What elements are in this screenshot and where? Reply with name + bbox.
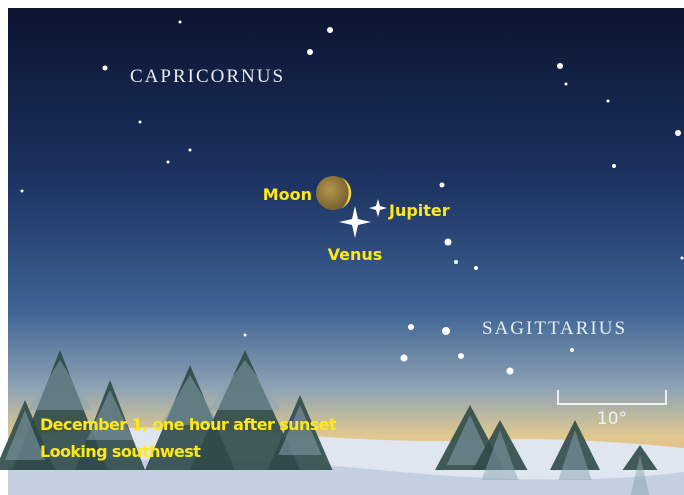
star: [570, 348, 574, 352]
constellation-label: CAPRICORNUS: [130, 66, 285, 87]
venus-label: Venus: [328, 245, 383, 264]
jupiter-label: Jupiter: [388, 201, 450, 220]
star: [21, 190, 24, 193]
star: [408, 324, 414, 330]
star: [454, 260, 458, 264]
star: [189, 149, 192, 152]
scale-label: 10°: [597, 409, 627, 429]
star: [557, 63, 563, 69]
star: [167, 161, 170, 164]
star: [507, 368, 514, 375]
star: [565, 83, 568, 86]
star: [612, 164, 616, 168]
star: [607, 100, 610, 103]
star: [401, 355, 408, 362]
constellation-label: SAGITTARIUS: [482, 318, 627, 339]
star: [244, 334, 247, 337]
sky-illustration: CAPRICORNUS SAGITTARIUS Moon Venus Jupit…: [0, 0, 684, 495]
star: [675, 130, 681, 136]
star: [103, 66, 108, 71]
caption: Looking southwest: [40, 442, 201, 461]
star: [307, 49, 313, 55]
star: [179, 21, 182, 24]
moon-label: Moon: [263, 185, 312, 204]
star: [458, 353, 464, 359]
star: [327, 27, 333, 33]
star: [440, 183, 445, 188]
star: [442, 327, 450, 335]
star: [681, 257, 684, 260]
caption: December 1, one hour after sunset: [40, 415, 337, 434]
star: [445, 239, 452, 246]
star: [139, 121, 142, 124]
star: [474, 266, 478, 270]
